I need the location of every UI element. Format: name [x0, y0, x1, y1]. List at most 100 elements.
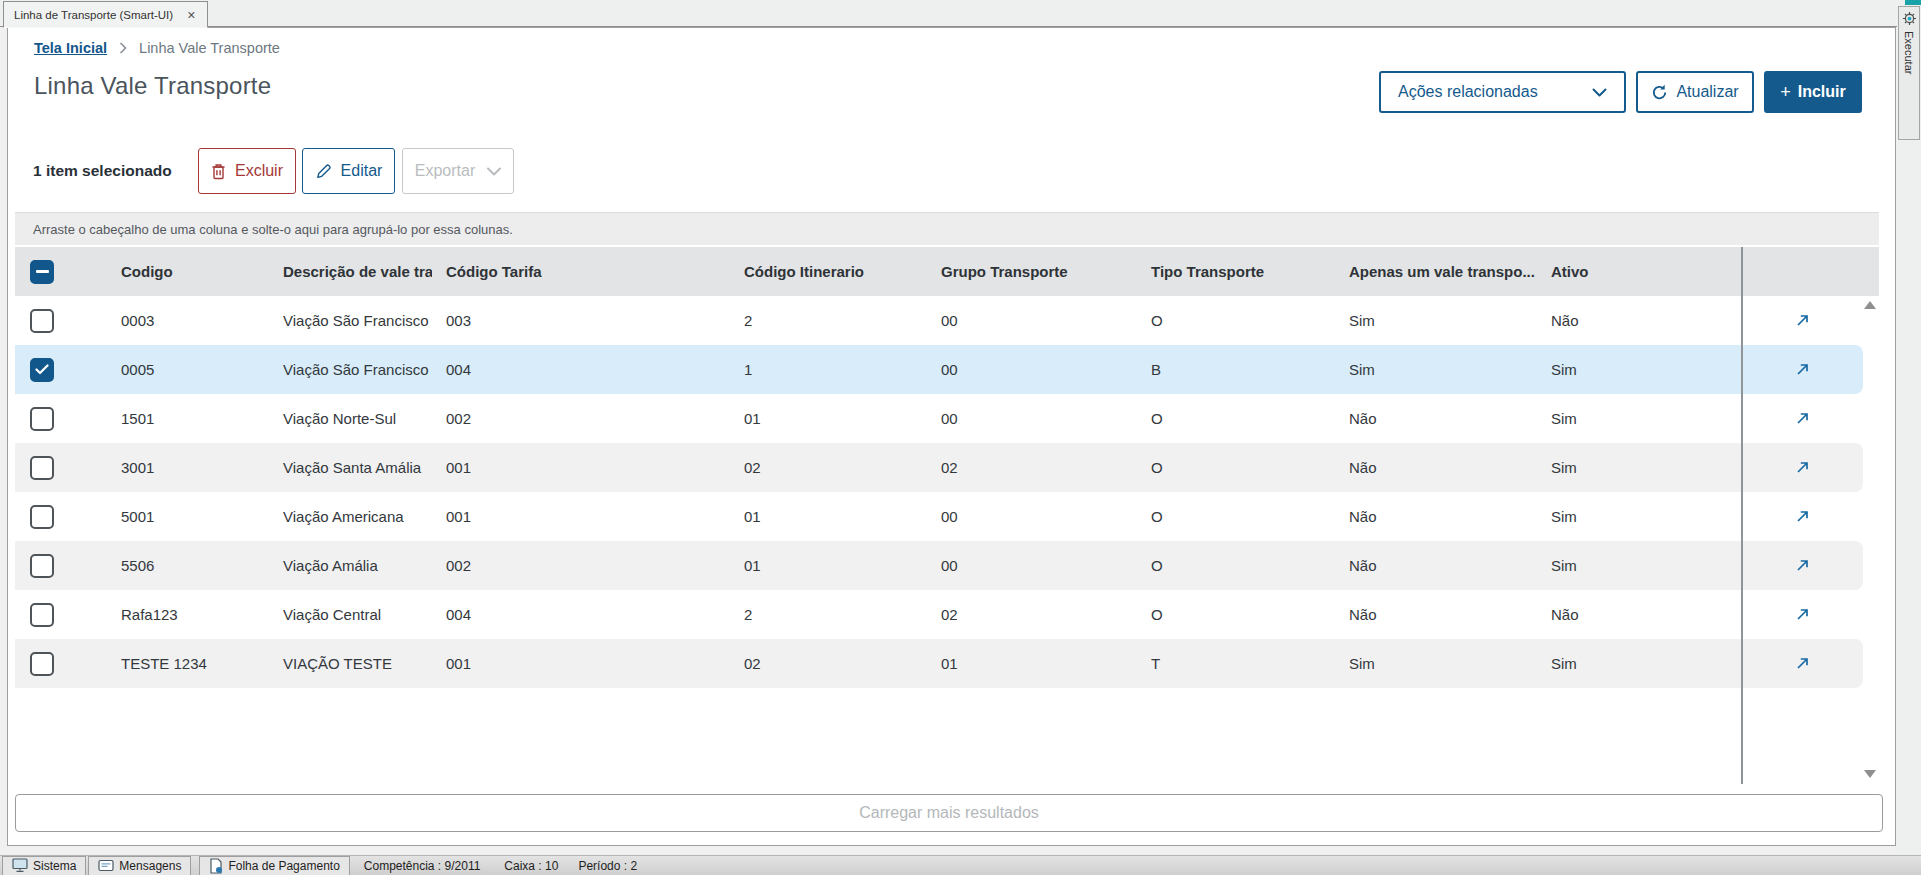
cell-descricao: Viação Amália [269, 557, 432, 574]
cell-itinerario: 2 [730, 606, 927, 623]
mensagens-button[interactable]: Mensagens [88, 856, 191, 875]
related-actions-button[interactable]: Ações relacionadas [1379, 71, 1626, 113]
refresh-icon [1651, 84, 1668, 101]
row-checkbox[interactable] [30, 407, 54, 431]
cell-tipo: O [1137, 606, 1335, 623]
column-header-codigo-tarifa[interactable]: Código Tarifa [432, 263, 730, 280]
cell-ativo: Não [1537, 606, 1741, 623]
delete-button[interactable]: Excluir [198, 148, 296, 194]
cell-apenas: Não [1335, 508, 1537, 525]
table-row[interactable]: 5506 Viação Amália 002 01 00 O Não Sim [15, 541, 1863, 590]
column-divider [1741, 247, 1743, 784]
row-checkbox[interactable] [30, 358, 54, 382]
open-record-icon[interactable] [1795, 411, 1810, 426]
related-actions-label: Ações relacionadas [1398, 83, 1538, 101]
column-header-tipo-transporte[interactable]: Tipo Transporte [1137, 263, 1335, 280]
add-label: Incluir [1798, 83, 1846, 101]
table-row[interactable]: 0005 Viação São Francisco 004 1 00 B Sim… [15, 345, 1863, 394]
cell-grupo: 00 [927, 361, 1137, 378]
table-row[interactable]: Rafa123 Viação Central 004 2 02 O Não Nã… [15, 590, 1863, 639]
cell-codigo: 1501 [107, 410, 269, 427]
open-record-icon[interactable] [1795, 362, 1810, 377]
column-header-codigo-itinerario[interactable]: Código Itinerario [730, 263, 927, 280]
group-by-hint-text: Arraste o cabeçalho de uma coluna e solt… [33, 222, 513, 237]
tab-linha-de-transporte[interactable]: Linha de Transporte (Smart-UI) × [3, 1, 208, 28]
open-record-icon[interactable] [1795, 509, 1810, 524]
column-header-grupo-transporte[interactable]: Grupo Transporte [927, 263, 1137, 280]
row-checkbox[interactable] [30, 505, 54, 529]
open-record-icon[interactable] [1795, 607, 1810, 622]
table-row[interactable]: TESTE 1234 VIAÇÃO TESTE 001 02 01 T Sim … [15, 639, 1863, 688]
row-checkbox[interactable] [30, 603, 54, 627]
export-label: Exportar [415, 162, 475, 180]
open-record-icon[interactable] [1795, 460, 1810, 475]
row-checkbox[interactable] [30, 554, 54, 578]
export-button[interactable]: Exportar [402, 148, 514, 194]
cell-descricao: Viação Norte-Sul [269, 410, 432, 427]
competencia-value: Competência : 9/2011 [364, 859, 481, 873]
cell-itinerario: 01 [730, 557, 927, 574]
cell-apenas: Não [1335, 606, 1537, 623]
close-icon[interactable]: × [187, 8, 195, 22]
breadcrumb: Tela Inicial Linha Vale Transporte [34, 40, 280, 56]
edit-label: Editar [341, 162, 383, 180]
payroll-document-icon [209, 858, 223, 874]
cell-grupo: 00 [927, 557, 1137, 574]
table-row[interactable]: 1501 Viação Norte-Sul 002 01 00 O Não Si… [15, 394, 1863, 443]
scroll-up-arrow-icon[interactable] [1864, 301, 1876, 309]
cell-tipo: O [1137, 557, 1335, 574]
cell-apenas: Não [1335, 459, 1537, 476]
delete-label: Excluir [235, 162, 283, 180]
load-more-button[interactable]: Carregar mais resultados [15, 794, 1883, 832]
column-header-ativo[interactable]: Ativo [1537, 263, 1741, 280]
data-grid: Codigo Descrição de vale trans... Código… [15, 247, 1879, 787]
messages-icon [98, 859, 114, 873]
cell-ativo: Sim [1537, 410, 1741, 427]
scroll-down-arrow-icon[interactable] [1864, 770, 1876, 778]
cell-ativo: Sim [1537, 361, 1741, 378]
cell-ativo: Sim [1537, 459, 1741, 476]
selection-bar: 1 item selecionado Excluir Editar Export… [33, 148, 514, 194]
load-more-label: Carregar mais resultados [859, 804, 1039, 822]
group-by-hint-bar: Arraste o cabeçalho de uma coluna e solt… [15, 212, 1879, 245]
cell-tarifa: 001 [432, 459, 730, 476]
check-icon [35, 364, 49, 375]
cell-tarifa: 004 [432, 606, 730, 623]
cell-codigo: 3001 [107, 459, 269, 476]
cell-grupo: 00 [927, 410, 1137, 427]
refresh-button[interactable]: Atualizar [1636, 71, 1754, 113]
cell-itinerario: 02 [730, 655, 927, 672]
folha-label: Folha de Pagamento [228, 859, 339, 873]
row-checkbox[interactable] [30, 456, 54, 480]
row-checkbox[interactable] [30, 652, 54, 676]
cell-tarifa: 001 [432, 508, 730, 525]
select-all-checkbox[interactable] [30, 260, 54, 284]
open-record-icon[interactable] [1795, 313, 1810, 328]
edit-button[interactable]: Editar [302, 148, 395, 194]
column-header-descricao[interactable]: Descrição de vale trans... [269, 263, 432, 280]
cell-apenas: Sim [1335, 361, 1537, 378]
selection-count: 1 item selecionado [33, 162, 198, 180]
open-record-icon[interactable] [1795, 656, 1810, 671]
column-header-apenas-um-vale[interactable]: Apenas um vale transpo... [1335, 263, 1537, 280]
table-row[interactable]: 0003 Viação São Francisco 003 2 00 O Sim… [15, 296, 1863, 345]
sistema-button[interactable]: Sistema [2, 856, 86, 875]
executar-side-tab[interactable]: Executar [1898, 6, 1920, 140]
indeterminate-minus-icon [36, 270, 49, 273]
mensagens-label: Mensagens [119, 859, 181, 873]
cell-tipo: B [1137, 361, 1335, 378]
cell-tipo: O [1137, 410, 1335, 427]
executar-label: Executar [1903, 31, 1915, 74]
cell-tipo: O [1137, 508, 1335, 525]
add-button[interactable]: + Incluir [1764, 71, 1862, 113]
table-row[interactable]: 3001 Viação Santa Amália 001 02 02 O Não… [15, 443, 1863, 492]
pencil-icon [315, 163, 332, 180]
table-row[interactable]: 5001 Viação Americana 001 01 00 O Não Si… [15, 492, 1863, 541]
cell-apenas: Não [1335, 410, 1537, 427]
row-checkbox[interactable] [30, 309, 54, 333]
cell-apenas: Sim [1335, 655, 1537, 672]
open-record-icon[interactable] [1795, 558, 1810, 573]
breadcrumb-home-link[interactable]: Tela Inicial [34, 40, 107, 56]
folha-de-pagamento-button[interactable]: Folha de Pagamento [199, 856, 349, 875]
column-header-codigo[interactable]: Codigo [107, 263, 269, 280]
